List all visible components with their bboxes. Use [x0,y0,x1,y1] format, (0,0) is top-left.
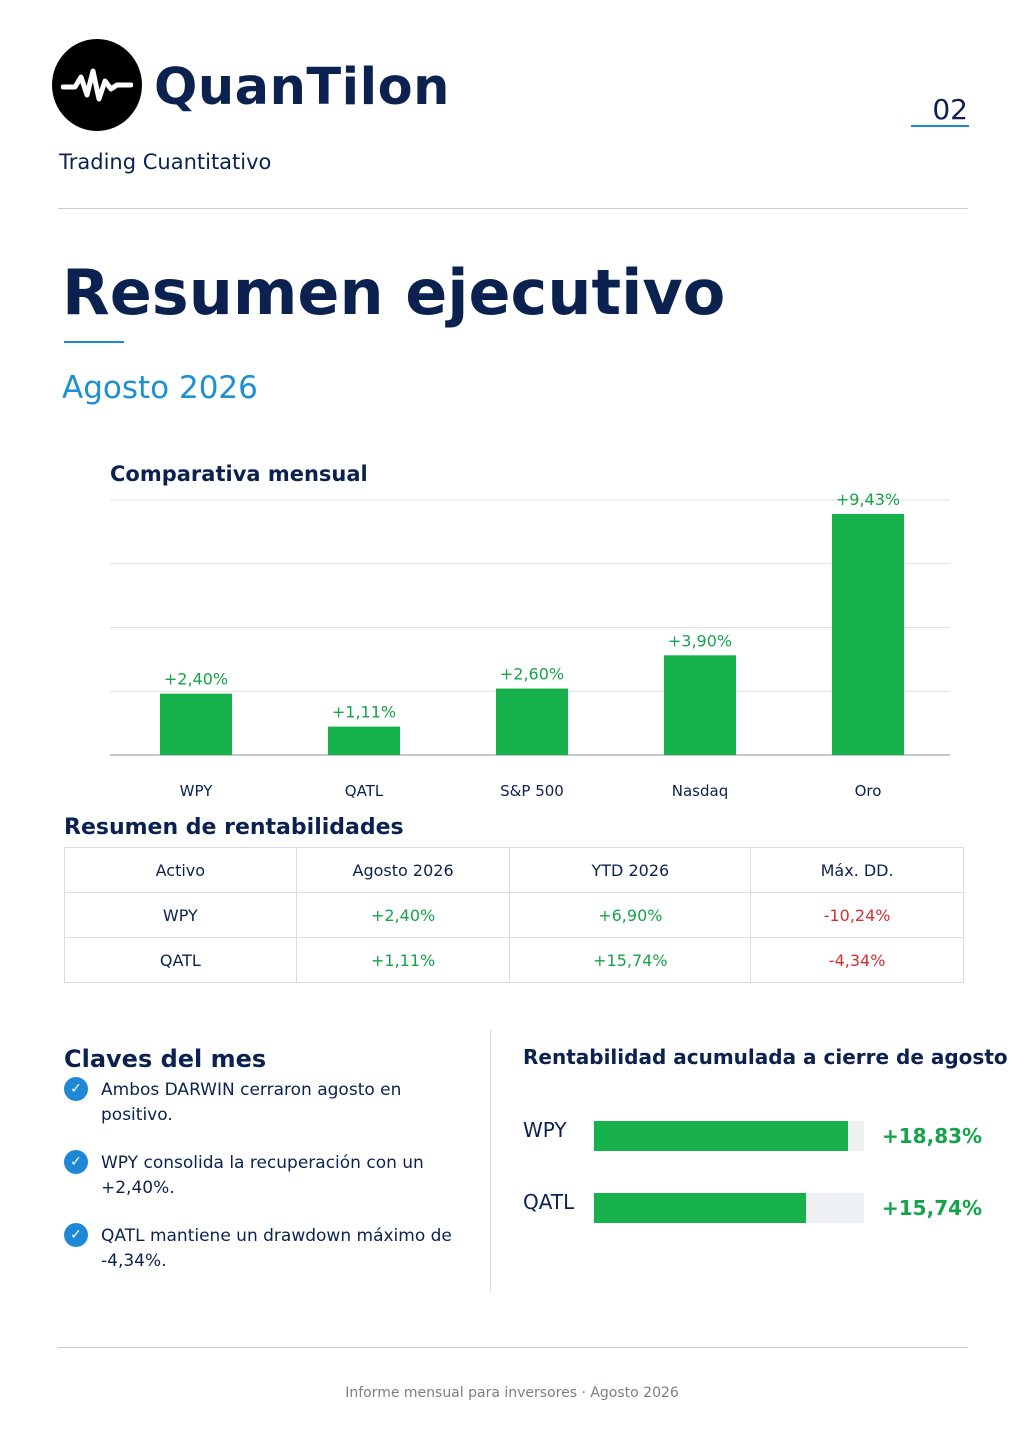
section-divider [490,1030,491,1292]
col-header-asset: Activo [64,847,297,893]
cell-asset: QATL [64,937,297,983]
brand-tagline: Trading Cuantitativo [59,150,272,174]
key-points-title: Claves del mes [64,1045,267,1073]
chart-category-label: Nasdaq [672,782,728,800]
key-point-item: ✓ WPY consolida la recuperación con un +… [64,1150,464,1201]
accumulated-label: QATL [523,1190,575,1214]
brand-name: QuanTilon [154,58,450,117]
chart-data-label: +2,60% [500,665,564,684]
table-row: QATL +1,11% +15,74% -4,34% [64,937,964,983]
accumulated-title: Rentabilidad acumulada a cierre de agost… [523,1045,1008,1069]
accumulated-value: +15,74% [882,1196,983,1220]
cell-max-dd: -4,34% [750,937,964,983]
page-subtitle: Agosto 2026 [62,370,258,406]
accumulated-bar-fill [594,1193,807,1223]
col-header-ytd: YTD 2026 [509,847,752,893]
key-point-text: QATL mantiene un drawdown máximo de -4,3… [101,1226,452,1271]
chart-data-label: +9,43% [836,490,900,509]
table-row: WPY +2,40% +6,90% -10,24% [64,892,964,938]
accumulated-bar-track [594,1121,864,1151]
cell-ytd: +6,90% [509,892,752,938]
chart-data-label: +3,90% [668,631,732,650]
col-header-max-dd: Máx. DD. [750,847,964,893]
monthly-comparison-chart: +2,40% WPY +1,11% QATL +2,60% S&P 500 +3,90% Na… [110,490,950,800]
company-logo [52,39,142,131]
accumulated-bar-track [594,1193,864,1223]
key-point-text: Ambos DARWIN cerraron agosto en positivo… [101,1080,402,1125]
chart-category-label: S&P 500 [500,782,564,800]
page-number-underline [911,125,969,127]
chart-category-label: QATL [345,782,384,800]
header-divider [58,208,968,209]
key-point-item: ✓ Ambos DARWIN cerraron agosto en positi… [64,1077,464,1128]
cell-ytd: +15,74% [509,937,752,983]
key-point-text: WPY consolida la recuperación con un +2,… [101,1153,424,1198]
footer-divider [58,1347,968,1348]
check-icon: ✓ [64,1150,88,1174]
cell-month: +2,40% [295,892,511,938]
cell-asset: WPY [64,892,297,938]
chart-bar [160,693,232,755]
accumulated-label: WPY [523,1118,567,1142]
chart-data-label: +1,11% [332,703,396,722]
footer-text: Informe mensual para inversores · Agosto… [345,1385,679,1401]
page-number: 02 [932,93,968,126]
key-point-item: ✓ QATL mantiene un drawdown máximo de -4… [64,1223,464,1274]
chart-category-label: Oro [855,782,882,800]
cell-month: +1,11% [295,937,511,983]
chart-bar [832,514,904,755]
returns-table: Activo Agosto 2026 YTD 2026 Máx. DD. WPY… [64,847,964,983]
page-title: Resumen ejecutivo [62,256,726,329]
cell-max-dd: -10,24% [750,892,964,938]
chart-data-label: +2,40% [164,670,228,689]
table-header-row: Activo Agosto 2026 YTD 2026 Máx. DD. [64,847,964,893]
accumulated-bar-fill [594,1121,848,1151]
check-icon: ✓ [64,1077,88,1101]
chart-category-label: WPY [180,782,214,800]
check-icon: ✓ [64,1223,88,1247]
chart-bar [664,655,736,755]
accumulated-value: +18,83% [882,1124,983,1148]
chart-bar [496,688,568,755]
waveform-icon [61,68,133,102]
chart-bar [328,726,400,755]
col-header-month: Agosto 2026 [295,847,511,893]
chart-title: Comparativa mensual [110,462,368,486]
table-title: Resumen de rentabilidades [64,815,404,840]
title-underline [64,341,124,343]
